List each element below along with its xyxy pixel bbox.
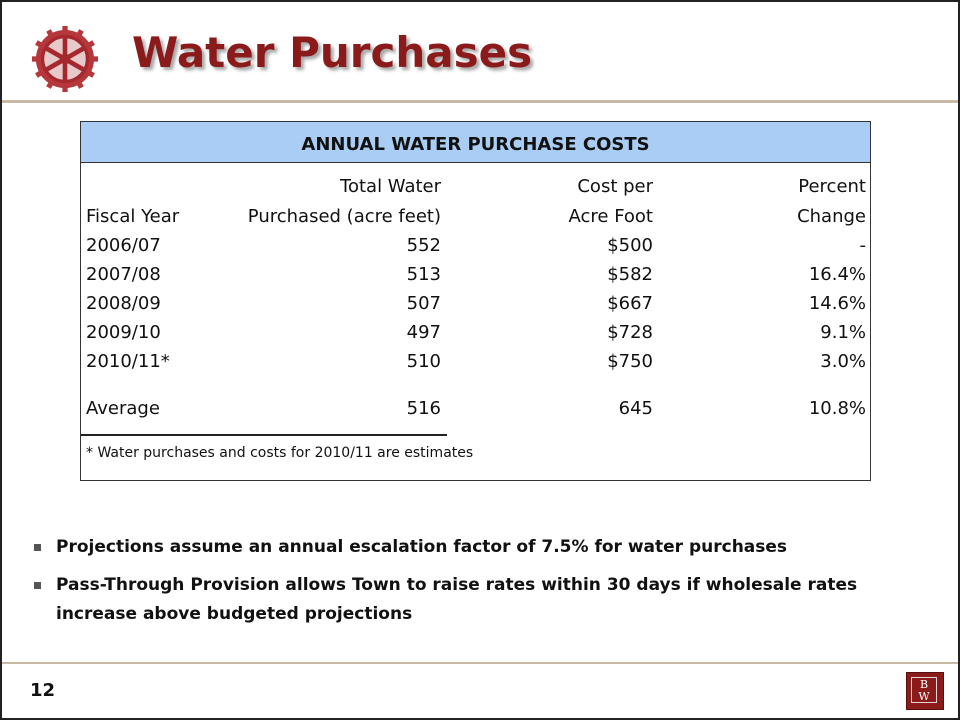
table-cell: $728 bbox=[607, 322, 653, 343]
list-item: Projections assume an annual escalation … bbox=[34, 533, 934, 562]
table-cell: 14.6% bbox=[808, 293, 866, 314]
table-footnote: * Water purchases and costs for 2010/11 … bbox=[86, 445, 474, 461]
header-divider bbox=[2, 100, 958, 103]
table-cell: - bbox=[859, 235, 867, 256]
average-change: 10.8% bbox=[808, 398, 866, 419]
table-cell: $582 bbox=[607, 264, 653, 285]
bullet-text: Pass-Through Provision allows Town to ra… bbox=[56, 575, 858, 624]
page-number: 12 bbox=[30, 680, 56, 701]
header-total-water-line2: Purchased (acre feet) bbox=[247, 206, 441, 227]
table-cell: 2007/08 bbox=[86, 264, 161, 285]
bullet-square-icon bbox=[34, 582, 41, 589]
bullet-text: Projections assume an annual escalation … bbox=[56, 537, 788, 557]
table-cell: 2008/09 bbox=[86, 293, 161, 314]
table-cell: $667 bbox=[607, 293, 653, 314]
bw-logo-letter-b: B bbox=[919, 678, 929, 691]
table-cell: 2006/07 bbox=[86, 235, 161, 256]
average-purchased: 516 bbox=[406, 398, 441, 419]
table-cell: 507 bbox=[406, 293, 441, 314]
header-total-water-line1: Total Water bbox=[340, 176, 441, 197]
page-title: Water Purchases bbox=[132, 28, 533, 77]
bw-logo-mark: B W bbox=[911, 677, 937, 703]
table-cell: $500 bbox=[607, 235, 653, 256]
list-item: Pass-Through Provision allows Town to ra… bbox=[34, 571, 934, 629]
table-cell: 497 bbox=[406, 322, 441, 343]
table-cell: 2010/11* bbox=[86, 351, 170, 372]
bullet-square-icon bbox=[34, 544, 41, 551]
footer-divider bbox=[2, 662, 958, 664]
header-fiscal-year: Fiscal Year bbox=[86, 206, 180, 227]
average-cost: 645 bbox=[618, 398, 653, 419]
table-cell: 9.1% bbox=[820, 322, 866, 343]
average-label: Average bbox=[86, 398, 160, 419]
header-percent-line1: Percent bbox=[798, 176, 866, 197]
footnote-divider bbox=[81, 434, 447, 436]
header-cost-line1: Cost per bbox=[577, 176, 653, 197]
table-cell: $750 bbox=[607, 351, 653, 372]
table-cell: 16.4% bbox=[808, 264, 866, 285]
header-cost-line2: Acre Foot bbox=[568, 206, 654, 227]
bullet-list: Projections assume an annual escalation … bbox=[34, 533, 934, 638]
table-title: ANNUAL WATER PURCHASE COSTS bbox=[81, 122, 870, 163]
table-cell: 3.0% bbox=[820, 351, 866, 372]
bw-logo: B W bbox=[906, 672, 944, 710]
table-cell: 513 bbox=[406, 264, 441, 285]
header-percent-line2: Change bbox=[797, 206, 866, 227]
table-cell: 552 bbox=[406, 235, 441, 256]
table-cell: 2009/10 bbox=[86, 322, 161, 343]
bw-logo-letter-w: W bbox=[918, 690, 930, 703]
water-cost-table: ANNUAL WATER PURCHASE COSTS Total Water … bbox=[80, 121, 871, 481]
gear-wheel-icon bbox=[32, 26, 98, 92]
table-cell: 510 bbox=[406, 351, 441, 372]
